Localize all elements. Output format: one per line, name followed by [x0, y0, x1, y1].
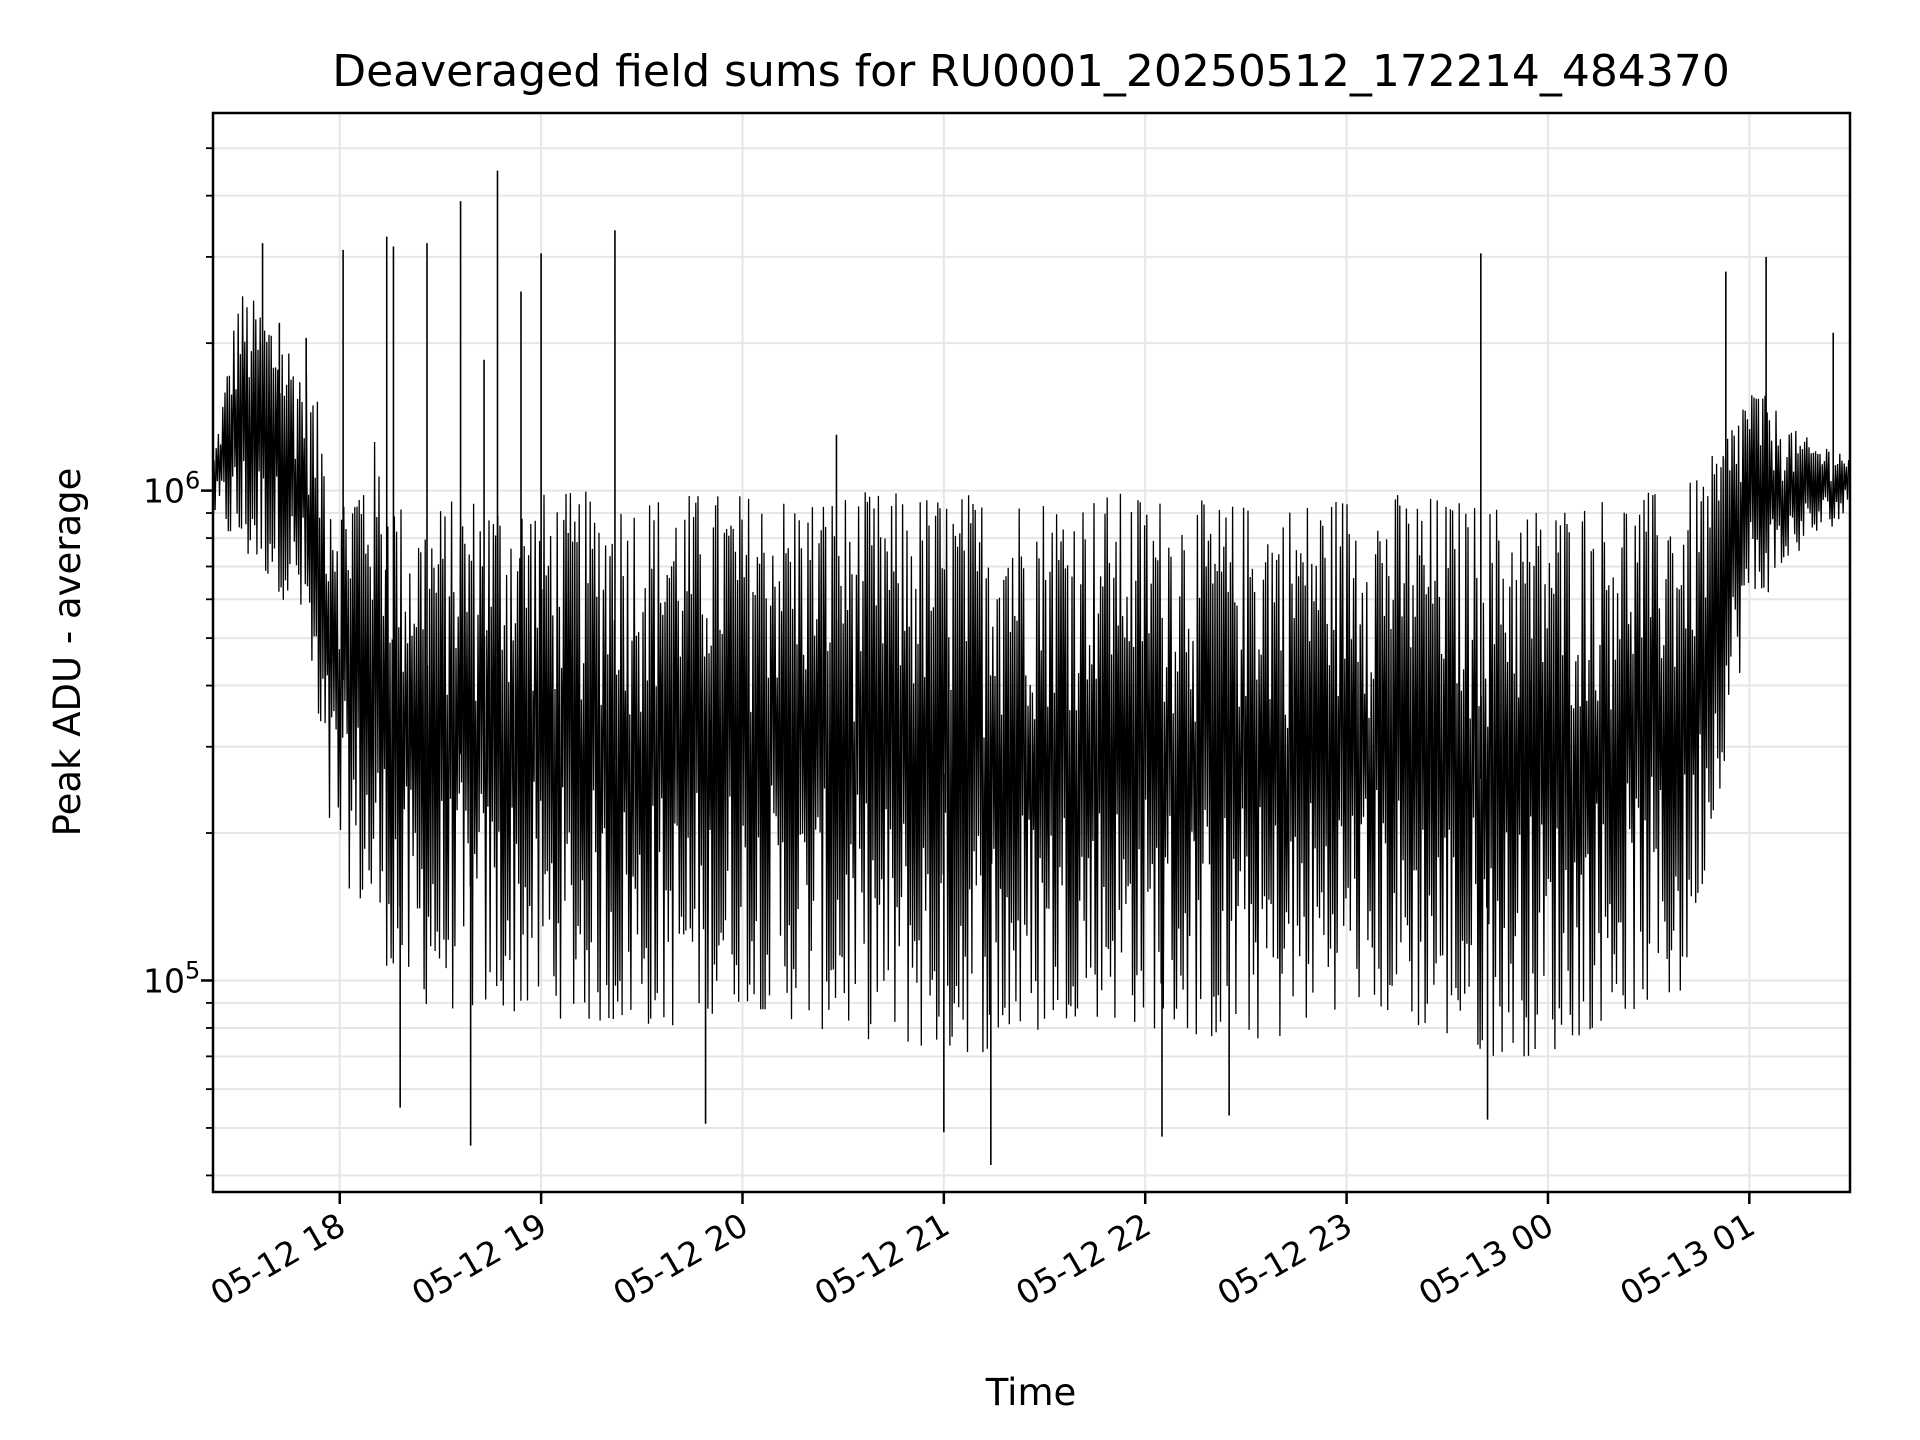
y-axis-label: Peak ADU - average — [46, 468, 89, 837]
plot-data — [213, 170, 1850, 1166]
plot-frame — [211, 111, 1852, 1194]
chart-title: Deaveraged field sums for RU0001_2025051… — [332, 46, 1730, 97]
x-axis-label: Time — [985, 1371, 1077, 1414]
y-tick-label: 105 — [143, 956, 200, 1000]
series-line — [213, 296, 1850, 1057]
